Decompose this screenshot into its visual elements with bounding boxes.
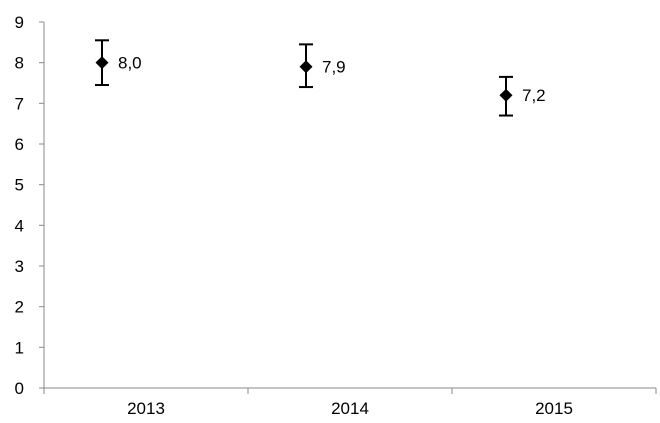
data-label: 7,2 (522, 86, 546, 105)
y-tick-label: 1 (15, 338, 24, 357)
y-tick-label: 2 (15, 298, 24, 317)
x-tick-label: 2014 (331, 399, 369, 418)
y-tick-label: 8 (15, 54, 24, 73)
data-marks: 8,0 7,9 7,2 (95, 39, 546, 117)
y-tick-label: 7 (15, 94, 24, 113)
axes (39, 21, 657, 394)
y-tick-label: 3 (15, 257, 24, 276)
x-tick-label: 2015 (535, 399, 573, 418)
data-point-diamond (299, 60, 313, 74)
x-tick-label: 2013 (127, 399, 165, 418)
y-tick-label: 5 (15, 176, 24, 195)
data-point-diamond (95, 56, 109, 70)
y-tick-label: 9 (15, 13, 24, 32)
data-label: 7,9 (322, 58, 346, 77)
data-point-diamond (499, 88, 513, 102)
data-label: 8,0 (118, 54, 142, 73)
y-tick-label: 4 (15, 216, 24, 235)
y-tick-label: 6 (15, 135, 24, 154)
y-tick-label: 0 (15, 379, 24, 398)
tick-labels: 0 1 2 3 4 5 6 7 8 9 2013 2014 2015 (15, 13, 573, 418)
